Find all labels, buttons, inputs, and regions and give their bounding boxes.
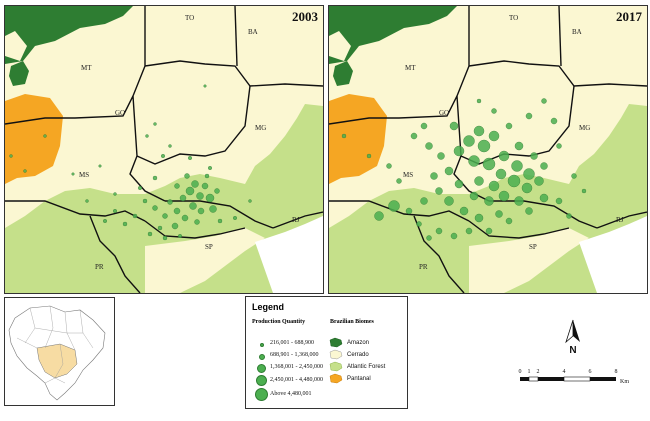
production-class-4-symbol xyxy=(256,375,267,386)
map-year-label: 2003 xyxy=(292,9,318,24)
map-2003-canvas xyxy=(5,6,323,293)
scale-bar-graphic: 0 1 2 4 6 8 Km xyxy=(519,369,630,385)
cerrado-region xyxy=(329,6,647,228)
production-class-2-symbol xyxy=(259,354,265,360)
state-label-ba: BA xyxy=(248,28,258,36)
legend-title: Legend xyxy=(252,302,285,312)
map-panel-2003: 2003 TO BA MT GO MG MS SP PR RJ xyxy=(4,5,324,294)
state-label-pr: PR xyxy=(419,263,428,271)
state-label-mt: MT xyxy=(81,64,92,72)
state-label-pr: PR xyxy=(95,263,104,271)
map-year-label: 2017 xyxy=(616,9,642,24)
biome-swatches xyxy=(329,337,343,384)
production-class-5-symbol xyxy=(255,388,268,401)
cerrado-south xyxy=(145,228,265,293)
cerrado-patch xyxy=(5,31,27,61)
amazon-region xyxy=(5,6,133,64)
scale-tick-2: 2 xyxy=(537,369,540,375)
north-label: N xyxy=(569,345,576,356)
production-points xyxy=(9,84,252,241)
amazon-swatch xyxy=(329,337,343,348)
cerrado-region xyxy=(5,6,323,228)
scale-unit: Km xyxy=(620,379,629,385)
amazon-region xyxy=(329,6,457,64)
production-class-1-symbol xyxy=(260,343,264,347)
state-label-rj: RJ xyxy=(616,216,624,224)
study-area-highlight xyxy=(36,343,78,379)
state-label-rj: RJ xyxy=(292,216,300,224)
state-label-mt: MT xyxy=(405,64,416,72)
inset-state-lines xyxy=(16,305,94,384)
production-class-2-label: 688,901 - 1,368,000 xyxy=(270,352,319,358)
state-label-ms: MS xyxy=(403,171,414,179)
scale-bar: 0 1 2 4 6 8 Km xyxy=(516,365,636,395)
production-class-3-symbol xyxy=(257,364,266,373)
map-legend: Legend Production Quantity Brazilian Bio… xyxy=(245,296,408,409)
state-borders xyxy=(329,6,647,293)
state-borders xyxy=(5,6,323,293)
state-label-sp: SP xyxy=(205,243,213,251)
cerrado-patch xyxy=(329,31,351,61)
state-label-ms: MS xyxy=(79,171,90,179)
biome-label-atlantic-forest: Atlantic Forest xyxy=(347,364,386,370)
brazil-inset-map xyxy=(4,297,115,406)
state-label-ba: BA xyxy=(572,28,582,36)
production-class-3-label: 1,368,001 - 2,450,000 xyxy=(270,364,323,370)
scale-tick-0: 0 xyxy=(519,369,522,375)
cerrado-swatch xyxy=(329,349,343,360)
pantanal-region xyxy=(329,94,387,184)
ocean xyxy=(255,216,323,293)
pantanal-region xyxy=(5,94,63,184)
ocean xyxy=(579,216,647,293)
north-arrow-icon: N xyxy=(565,319,580,356)
map-2017-canvas xyxy=(329,6,647,293)
production-class-5-label: Above 4,480,001 xyxy=(270,391,312,397)
biome-label-amazon: Amazon xyxy=(347,340,370,346)
atlantic-forest-swatch xyxy=(329,361,343,372)
inset-canvas xyxy=(8,305,106,401)
cerrado-south xyxy=(469,228,589,293)
scale-tick-6: 6 xyxy=(589,369,592,375)
amazon-patch xyxy=(333,61,353,86)
state-label-mg: MG xyxy=(579,124,591,132)
state-label-go: GO xyxy=(439,109,450,117)
amazon-patch xyxy=(9,61,29,86)
state-label-sp: SP xyxy=(529,243,537,251)
state-label-go: GO xyxy=(115,109,126,117)
scale-tick-8: 8 xyxy=(615,369,618,375)
biome-label-pantanal: Pantanal xyxy=(347,376,371,382)
production-points xyxy=(341,98,587,241)
scale-tick-4: 4 xyxy=(563,369,566,375)
production-class-1-label: 216,001 - 688,900 xyxy=(270,340,314,346)
biome-label-cerrado: Cerrado xyxy=(347,352,369,358)
pantanal-swatch xyxy=(329,373,343,384)
state-label-to: TO xyxy=(509,14,519,22)
brazilian-biomes-title: Brazilian Biomes xyxy=(330,319,374,325)
scale-tick-1: 1 xyxy=(528,369,531,375)
map-panel-2017: 2017 TO BA MT GO MG MS SP PR RJ xyxy=(328,5,648,294)
state-label-to: TO xyxy=(185,14,195,22)
state-label-mg: MG xyxy=(255,124,267,132)
production-class-4-label: 2,450,001 - 4,480,000 xyxy=(270,377,323,383)
production-quantity-title: Production Quantity xyxy=(252,319,306,325)
